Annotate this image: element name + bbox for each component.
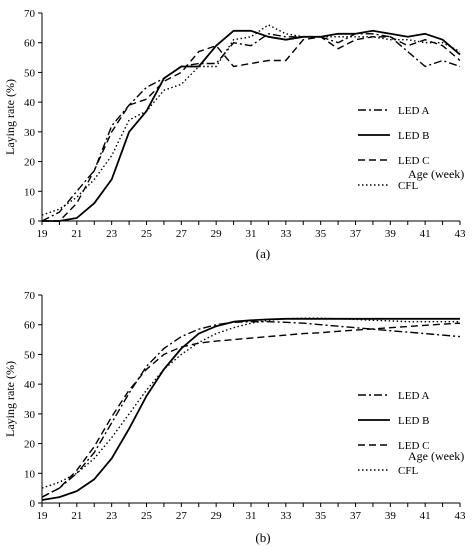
legend-entry: LED A: [398, 390, 430, 402]
x-tick-label: 35: [315, 510, 327, 522]
y-tick-label: 10: [24, 468, 36, 480]
legend-entry: LED B: [398, 415, 429, 427]
y-tick-label: 70: [24, 8, 36, 20]
series-line-led-b: [42, 29, 461, 222]
y-tick-label: 0: [30, 216, 36, 228]
y-axis-label: Laying rate (%): [3, 361, 17, 437]
x-tick-label: 31: [246, 510, 257, 522]
y-tick-label: 60: [24, 38, 36, 50]
legend-entry: CFL: [398, 465, 418, 477]
series-line-led-b: [41, 317, 460, 501]
x-tick-label: 31: [246, 228, 257, 240]
x-tick-label: 21: [71, 510, 82, 522]
y-tick-label: 30: [24, 409, 36, 421]
series-line-led-c: [42, 36, 461, 222]
chart-panel-2: 0 10 20 30 40 50 60 70 19 21 23 25 27 29 31 33 35 37 39 41 4…: [3, 290, 466, 545]
x-tick-label: 43: [455, 510, 467, 522]
panel-label: (b): [255, 530, 270, 545]
legend: LED A LED B LED C CFL: [358, 105, 430, 192]
x-tick-label: 33: [280, 228, 292, 240]
series-line-cfl: [41, 317, 460, 489]
y-tick-label: 60: [24, 320, 36, 332]
x-tick-label: 23: [106, 228, 118, 240]
legend-entry: LED C: [398, 440, 429, 452]
x-tick-label: 29: [211, 228, 223, 240]
series-line-led-c: [41, 322, 461, 498]
series-line-cfl: [41, 24, 461, 216]
panel-label: (a): [256, 246, 270, 261]
x-tick-label: 41: [420, 510, 431, 522]
x-tick-label: 29: [211, 510, 223, 522]
y-tick-label: 70: [24, 290, 36, 302]
y-tick-label: 50: [24, 67, 36, 79]
x-tick-label: 37: [350, 228, 362, 240]
y-tick-label: 10: [24, 186, 36, 198]
y-tick-label: 40: [24, 379, 36, 391]
x-tick-label: 21: [71, 228, 82, 240]
legend-entry: LED B: [398, 130, 429, 142]
legend-entry: LED C: [398, 155, 429, 167]
x-tick-label: 39: [385, 510, 397, 522]
x-tick-label: 41: [420, 228, 431, 240]
x-tick-label: 39: [385, 228, 397, 240]
x-tick-label: 43: [455, 228, 467, 240]
x-tick-label: 27: [176, 510, 188, 522]
x-tick-label: 23: [106, 510, 118, 522]
x-tick-label: 37: [350, 510, 362, 522]
y-tick-label: 0: [30, 498, 36, 510]
x-axis-label: Age (week): [408, 167, 464, 181]
chart-panel-1: 0 10 20 30 40 50 60 70 19 21 23 25 27 29 31 33 35 37 39 41 4…: [3, 8, 466, 261]
legend-entry: LED A: [398, 105, 430, 117]
x-axis-label: Age (week): [408, 449, 464, 463]
y-axis-label: Laying rate (%): [3, 79, 17, 155]
legend-entry: CFL: [398, 180, 418, 192]
series-line-led-a: [41, 33, 461, 222]
x-tick-label: 25: [141, 228, 153, 240]
y-tick-label: 30: [24, 127, 36, 139]
x-tick-label: 19: [37, 228, 49, 240]
y-tick-label: 20: [24, 157, 36, 169]
y-tick-label: 20: [24, 439, 36, 451]
x-tick-label: 35: [315, 228, 327, 240]
x-tick-label: 33: [280, 510, 292, 522]
x-tick-label: 19: [37, 510, 49, 522]
y-tick-label: 50: [24, 349, 36, 361]
y-tick-label: 40: [24, 97, 36, 109]
x-tick-label: 25: [141, 510, 153, 522]
x-tick-label: 27: [176, 228, 188, 240]
series-line-led-a: [41, 321, 461, 498]
legend: LED A LED B LED C CFL: [358, 390, 430, 477]
